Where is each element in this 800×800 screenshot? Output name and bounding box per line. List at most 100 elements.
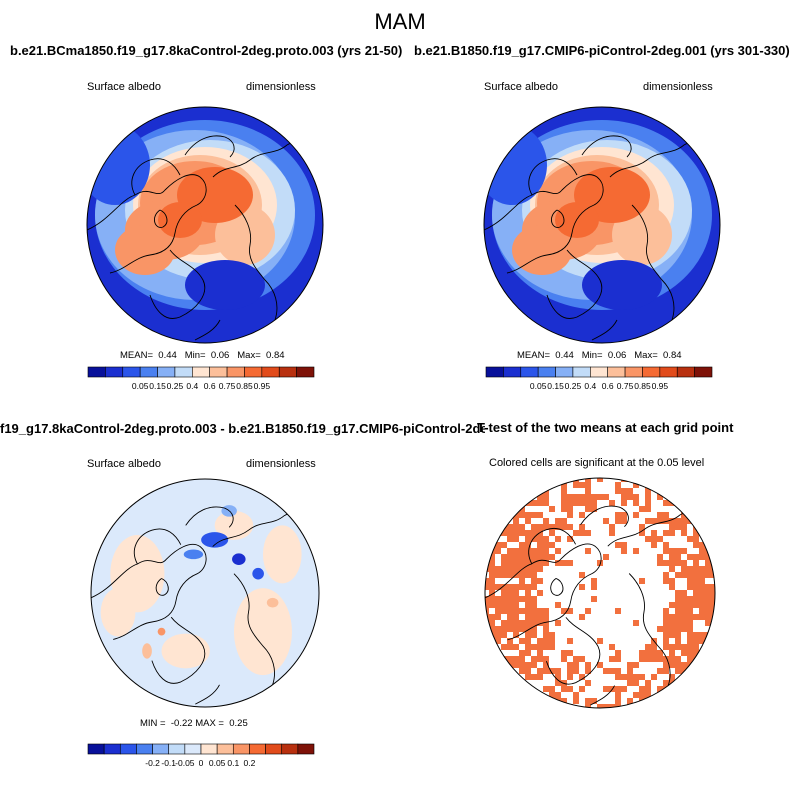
significant-cell xyxy=(639,686,645,692)
significant-cell xyxy=(549,668,555,674)
significant-cell xyxy=(705,614,711,620)
significant-cell xyxy=(633,478,639,482)
colorbar-swatch xyxy=(216,743,234,755)
colorbar-swatch xyxy=(296,366,315,378)
panel1-mean-label: MEAN= xyxy=(120,350,153,361)
coastline xyxy=(528,158,578,196)
significant-cell xyxy=(507,500,513,506)
panel1-colorbar: 0.05 0.15 0.25 0.4 0.6 0.75 0.85 0.95 xyxy=(87,366,315,391)
significant-cell xyxy=(699,548,705,554)
significant-cell xyxy=(525,674,531,680)
significant-cell xyxy=(567,662,573,668)
significant-cell xyxy=(645,478,651,482)
significant-cell xyxy=(507,602,513,608)
significant-cell xyxy=(699,662,705,668)
panel3-polar-map xyxy=(90,478,320,708)
significant-cell xyxy=(657,668,663,674)
significant-cell xyxy=(543,638,549,644)
colorbar-swatch xyxy=(249,743,266,755)
significant-cell xyxy=(507,608,513,614)
significant-cell xyxy=(525,602,531,608)
significant-cell xyxy=(711,590,715,596)
significant-cell xyxy=(543,668,549,674)
coastline xyxy=(194,319,221,341)
significant-cell xyxy=(507,530,513,536)
significant-cell xyxy=(519,524,525,530)
significant-cell xyxy=(651,656,657,662)
colorbar-swatch xyxy=(281,743,299,755)
significant-cell xyxy=(519,578,525,584)
significant-cell xyxy=(495,524,501,530)
significant-cell xyxy=(681,524,687,530)
significant-cell xyxy=(579,512,585,518)
colorbar-swatch xyxy=(485,366,504,378)
significant-cell xyxy=(555,536,561,542)
significant-cell xyxy=(543,656,549,662)
significant-cell xyxy=(675,596,681,602)
significant-cell xyxy=(507,584,513,590)
significant-cell xyxy=(603,686,609,692)
significant-cell xyxy=(699,638,705,644)
significant-cell xyxy=(687,572,693,578)
significant-cell xyxy=(507,644,513,650)
significant-cell xyxy=(681,602,687,608)
significant-cell xyxy=(705,584,711,590)
significant-cell xyxy=(537,638,543,644)
significant-cell xyxy=(489,650,495,656)
significant-cell xyxy=(549,704,555,708)
coastline xyxy=(155,578,169,596)
significant-cell xyxy=(597,638,603,644)
colorbar-tick-label: -0.2 xyxy=(145,758,160,768)
significant-cell xyxy=(681,704,687,708)
significant-cell xyxy=(669,626,675,632)
significant-cell xyxy=(537,554,543,560)
significant-cell xyxy=(699,602,705,608)
significant-cell xyxy=(675,524,681,530)
significant-cell xyxy=(513,698,519,704)
significant-cell xyxy=(711,692,715,698)
significant-cell xyxy=(525,554,531,560)
significant-cell xyxy=(485,542,489,548)
significant-cell xyxy=(507,674,513,680)
significant-cell xyxy=(489,530,495,536)
significant-cell xyxy=(485,662,489,668)
significant-cell xyxy=(687,698,693,704)
significant-cell xyxy=(663,482,669,488)
significant-cell xyxy=(513,662,519,668)
significant-cell xyxy=(489,494,495,500)
significant-cell xyxy=(687,512,693,518)
significant-cell xyxy=(657,494,663,500)
significant-cell xyxy=(525,548,531,554)
significant-cell xyxy=(485,704,489,708)
significant-cell xyxy=(567,668,573,674)
significant-cell xyxy=(699,680,705,686)
significant-cell xyxy=(525,572,531,578)
significant-cell xyxy=(705,608,711,614)
significant-cell xyxy=(567,536,573,542)
significant-cell xyxy=(525,662,531,668)
significant-cell xyxy=(609,524,615,530)
significant-cell xyxy=(651,644,657,650)
significant-cell xyxy=(579,524,585,530)
significant-cell xyxy=(561,524,567,530)
significant-cell xyxy=(513,524,519,530)
significant-cell xyxy=(531,656,537,662)
significant-cell xyxy=(537,614,543,620)
significant-cell xyxy=(693,644,699,650)
significant-cell xyxy=(519,596,525,602)
significant-cell xyxy=(693,632,699,638)
significant-cell xyxy=(513,536,519,542)
significant-cell xyxy=(501,644,507,650)
significant-cell xyxy=(693,512,699,518)
significant-cell xyxy=(537,560,543,566)
significant-cell xyxy=(675,626,681,632)
significant-cell xyxy=(513,680,519,686)
colorbar-tick-label: 0.95 xyxy=(254,381,271,391)
significant-cell xyxy=(519,662,525,668)
map-boundary xyxy=(484,477,716,709)
panel3-min-value: -0.22 xyxy=(170,718,193,729)
panel1-max-value: 0.84 xyxy=(266,350,285,361)
panel1-min-label: Min= xyxy=(184,350,206,361)
significant-cell xyxy=(645,644,651,650)
diff-contour xyxy=(214,510,254,540)
